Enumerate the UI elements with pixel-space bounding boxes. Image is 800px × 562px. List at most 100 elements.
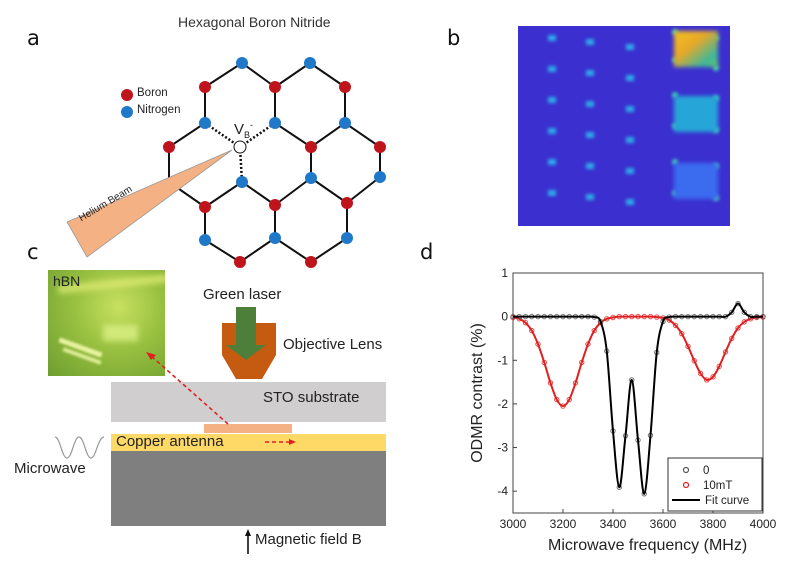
x-tick-label: 3400 [600, 517, 627, 531]
x-tick-label: 4000 [750, 517, 777, 531]
bond [274, 177, 312, 206]
sample-pad [204, 424, 292, 433]
boron-atom [163, 141, 175, 153]
legend-marker [682, 466, 690, 474]
bond [274, 122, 312, 148]
data-point-10mT [529, 327, 535, 334]
x-tick-label: 3600 [650, 517, 677, 531]
y-tick-label: -2 [497, 397, 508, 411]
arrowhead-icon [146, 352, 156, 360]
x-tick-label: 3800 [700, 517, 727, 531]
data-point-0 [729, 309, 735, 315]
microwave-wave-icon [54, 436, 105, 459]
helium-beam [66, 149, 233, 258]
fit-curve-0 [513, 302, 763, 495]
data-point-10mT [710, 374, 716, 380]
boron-atom [199, 201, 211, 213]
boron-vacancy [233, 140, 247, 154]
y-tick-label: 0 [501, 310, 508, 324]
legend-label: Fit curve [705, 495, 749, 507]
data-point-10mT [741, 319, 747, 325]
data-point-10mT [672, 322, 679, 329]
nitrogen-atom [199, 117, 211, 129]
data-point-10mT [591, 327, 597, 334]
hbn-microscope-image: hBN [48, 270, 165, 376]
bond [310, 237, 348, 263]
bond [204, 181, 243, 208]
sto-substrate-label: STO substrate [263, 389, 360, 406]
copper-antenna [111, 434, 386, 451]
dashed-arrow-up [149, 354, 229, 425]
bond [274, 62, 311, 88]
boron-atom [269, 199, 281, 211]
data-point-10mT [735, 325, 741, 331]
x-tick-label: 3200 [550, 517, 577, 531]
nitrogen-atom [199, 234, 211, 246]
nitrogen-atom [269, 232, 281, 244]
nitrogen-atom [305, 172, 317, 184]
x-tick-label: 3000 [500, 517, 527, 531]
x-axis-label: Microwave frequency (MHz) [548, 537, 748, 554]
microwave-label: Microwave [14, 460, 86, 477]
boron-atom [305, 256, 317, 268]
nitrogen-atom [236, 57, 248, 69]
boron-atom [234, 256, 246, 268]
y-tick-label: -1 [497, 353, 508, 367]
y-tick-label: -3 [497, 441, 508, 455]
bond [310, 177, 348, 204]
boron-atom [374, 141, 386, 153]
boron-atom [269, 81, 281, 93]
legend-label: 10mT [703, 480, 732, 492]
nitrogen-atom [374, 171, 386, 183]
panel-label-a: a [27, 26, 40, 50]
magnetic-field-label: Magnetic field B [255, 531, 362, 548]
y-tick-label: -4 [497, 484, 508, 498]
nitrogen-atom [304, 57, 316, 69]
legend-marker [682, 481, 690, 489]
legend-nitrogen-label: Nitrogen [137, 104, 181, 116]
bond [310, 122, 346, 148]
objective-lens-label: Objective Lens [283, 336, 383, 353]
plot-frame [512, 272, 764, 514]
data-point-10mT [522, 320, 529, 326]
hbn-title: Hexagonal Boron Nitride [178, 14, 331, 30]
arrowhead-icon [289, 439, 296, 445]
vacancy-bond [204, 121, 241, 149]
y-axis-label: ODMR contrast (%) [469, 323, 486, 463]
legend-nitrogen-dot [121, 106, 133, 118]
sto-substrate [111, 382, 386, 422]
panel-label-c: c [27, 240, 39, 264]
green-laser-label: Green laser [203, 286, 282, 303]
data-point-10mT [679, 330, 685, 337]
boron-atom [341, 197, 353, 209]
bond [309, 62, 346, 88]
nitrogen-atom [339, 117, 351, 129]
bond [346, 176, 381, 204]
boron-atom [199, 81, 211, 93]
panel-label-d: d [420, 240, 434, 264]
vacancy-bond [239, 121, 276, 149]
copper-antenna-label: Copper antenna [116, 433, 224, 450]
data-point-0 [735, 300, 741, 307]
nitrogen-atom [236, 176, 248, 188]
bond [204, 239, 241, 263]
bond [239, 237, 276, 263]
bond [204, 62, 243, 88]
data-point-10mT [697, 370, 704, 377]
base-block [111, 451, 386, 526]
boron-atom [305, 141, 317, 153]
boron-atom [339, 81, 351, 93]
hbn-inset-label: hBN [53, 273, 81, 289]
bond [241, 181, 276, 206]
green-laser-arrow [226, 307, 266, 360]
legend-boron-label: Boron [137, 87, 168, 99]
vacancy-label: VB- [234, 120, 254, 140]
nitrogen-atom [269, 117, 281, 129]
bond [344, 122, 381, 148]
arrowhead-icon [245, 529, 251, 536]
panel-label-b: b [447, 26, 461, 50]
fit-curve-10mT [512, 315, 764, 408]
nitrogen-atom [341, 232, 353, 244]
